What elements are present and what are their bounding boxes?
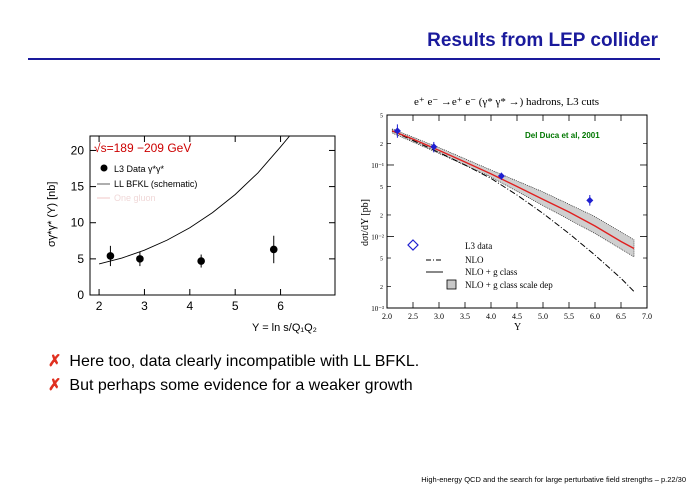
y-tick-label: 15	[71, 180, 85, 194]
legend-marker-l3	[407, 239, 419, 251]
x-tick-label: 4	[186, 299, 193, 313]
legend-label-gluon: One gluon	[114, 193, 156, 203]
right-data-points	[393, 124, 594, 206]
x-tick-label: 3	[141, 299, 148, 313]
x-tick-label: 3.0	[434, 312, 444, 321]
y-minor-label: 5	[380, 185, 383, 191]
bullet-item: ✗ Here too, data clearly incompatible wit…	[48, 350, 419, 374]
x-tick-label: 3.5	[460, 312, 470, 321]
legend-label-data: L3 Data γ*γ*	[114, 164, 165, 174]
x-tick-label: 5	[232, 299, 239, 313]
y-minor-label: 5	[380, 257, 383, 263]
legend-label-nlo: NLO	[465, 255, 484, 265]
l3-data-point	[430, 143, 438, 151]
left-y-ticks: 0 5 10 15 20	[71, 143, 335, 302]
y-tick-label: 10	[71, 216, 85, 230]
x-tick-label: 2.5	[408, 312, 418, 321]
x-tick-label: 5.5	[564, 312, 574, 321]
left-chart: √s=189 −209 GeV 0 5 10 15 20 2 3 4 5 6 σγ*γ* (Y)…	[46, 135, 336, 334]
y-tick-label: 10⁻¹	[371, 162, 384, 170]
y-tick-label: 0	[77, 288, 84, 302]
left-bfkl-curve	[98, 135, 290, 265]
bfkl-curve-line	[98, 135, 290, 265]
left-y-axis-label: σγ*γ* (Y) [nb]	[46, 182, 58, 247]
right-legend: L3 data NLO NLO + g class NLO + g class …	[407, 239, 553, 290]
legend-marker-data	[100, 164, 108, 172]
bullet-item: ✗ But perhaps some evidence for a weaker …	[48, 374, 419, 398]
left-annotation: √s=189 −209 GeV	[94, 141, 191, 155]
y-minor-label: 2	[380, 285, 383, 291]
legend-box-scale	[446, 279, 457, 290]
y-tick-label: 5	[77, 252, 84, 266]
right-annotation: Del Duca et al, 2001	[525, 131, 600, 140]
x-tick-label: 4.0	[486, 312, 496, 321]
x-tick-label: 6	[277, 299, 284, 313]
legend-label-scale: NLO + g class scale dep	[465, 280, 553, 290]
y-tick-label: 10⁻²	[371, 233, 384, 241]
right-chart-header: e⁺ e⁻ →e⁺ e⁻ (γ* γ* →) hadrons, L3 cuts	[414, 96, 599, 108]
data-point	[197, 257, 205, 265]
data-point	[136, 255, 144, 263]
y-minor-label: 2	[380, 213, 383, 219]
slide-title: Results from LEP collider	[427, 30, 658, 51]
data-point	[106, 252, 115, 260]
data-point	[269, 245, 278, 254]
legend-label-bfkl: LL BFKL (schematic)	[114, 179, 197, 189]
left-data-points	[106, 235, 278, 268]
title-underline	[28, 58, 660, 60]
x-tick-label: 4.5	[512, 312, 522, 321]
y-minor-label: 2	[380, 142, 383, 148]
cross-icon: ✗	[48, 377, 62, 394]
right-x-ticks: 2.0 2.5 3.0 3.5 4.0 4.5 5.0 5.5 6.0 6.5 7.0	[382, 115, 652, 321]
legend-label-l3: L3 data	[465, 241, 492, 251]
y-tick-label: 10⁻³	[371, 305, 384, 313]
x-tick-label: 2.0	[382, 312, 392, 321]
l3-data-point	[497, 172, 505, 180]
l3-data-point	[586, 196, 594, 204]
left-x-ticks: 2 3 4 5 6	[96, 136, 284, 313]
x-tick-label: 2	[96, 299, 103, 313]
right-curves	[391, 130, 635, 292]
left-plot-frame	[89, 135, 336, 296]
right-y-ticks: 10⁻¹ 10⁻² 10⁻³ 5 2 5 2 5 2	[371, 114, 647, 313]
legend-label-gclass: NLO + g class	[465, 267, 518, 277]
x-tick-label: 7.0	[642, 312, 652, 321]
x-tick-label: 6.0	[590, 312, 600, 321]
left-legend: L3 Data γ*γ* LL BFKL (schematic) One glu…	[97, 164, 197, 203]
l3-data-point	[393, 127, 401, 135]
y-minor-label: 5	[380, 114, 383, 120]
footer-text: High-energy QCD and the search for large…	[421, 475, 686, 484]
bullet-text: But perhaps some evidence for a weaker g…	[69, 377, 413, 394]
right-y-axis-label: dσt/dY [pb]	[360, 199, 371, 246]
y-tick-label: 20	[71, 143, 85, 157]
right-x-axis-label: Y	[514, 322, 521, 333]
x-tick-label: 6.5	[616, 312, 626, 321]
bullet-text: Here too, data clearly incompatible with…	[69, 353, 420, 370]
x-tick-label: 5.0	[538, 312, 548, 321]
left-x-axis-label: Y = ln s/Q₁Q₂	[252, 322, 317, 334]
cross-icon: ✗	[48, 353, 62, 370]
bullet-list: ✗ Here too, data clearly incompatible wit…	[48, 350, 419, 398]
nlo-curve	[391, 130, 635, 292]
right-chart: e⁺ e⁻ →e⁺ e⁻ (γ* γ* →) hadrons, L3 cuts …	[360, 96, 652, 333]
nlo-gclass-curve	[391, 130, 635, 250]
